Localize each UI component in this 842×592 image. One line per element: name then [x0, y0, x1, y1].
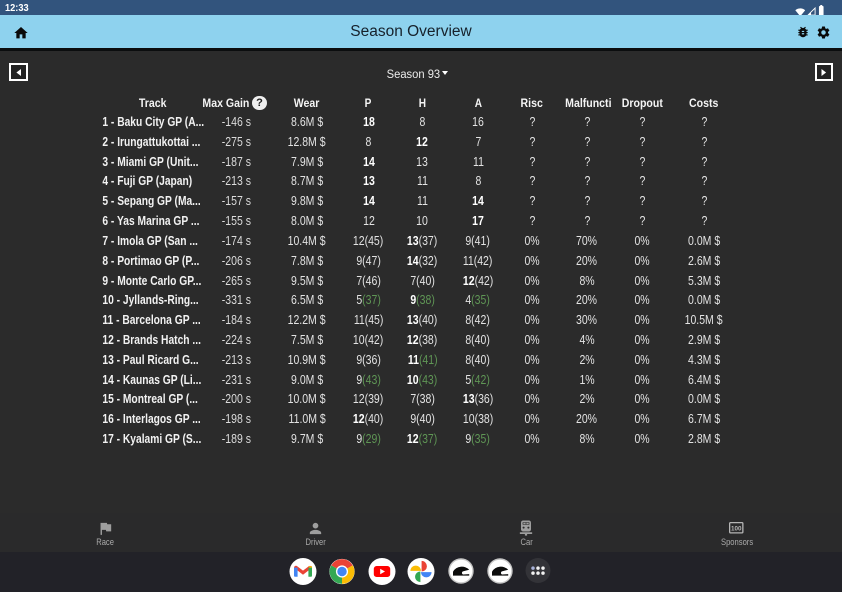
svg-text:100: 100 [731, 525, 742, 532]
